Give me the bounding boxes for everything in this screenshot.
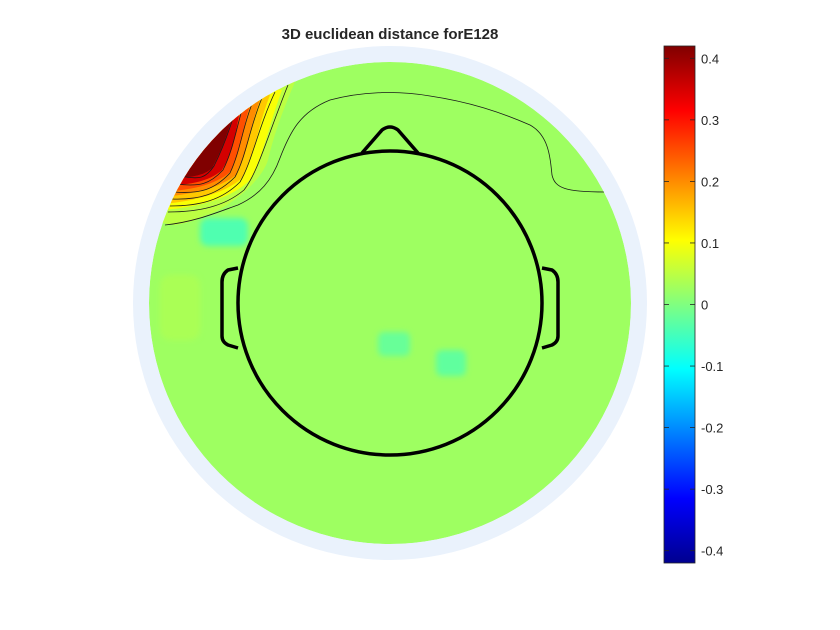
colorbar-tick-label: 0 — [701, 298, 708, 313]
blob-left-frontal — [200, 218, 248, 246]
scalp-background — [149, 62, 631, 544]
contour-lines — [164, 84, 606, 226]
blob-left-temporal — [160, 275, 200, 340]
nose-outline — [360, 125, 420, 155]
colorbar-tick-label: -0.3 — [701, 482, 723, 497]
head-outline — [220, 125, 560, 457]
chart-title: 3D euclidean distance forE128 — [282, 26, 499, 43]
right-ear-outline — [541, 266, 560, 350]
left-ear-outline — [220, 266, 239, 350]
colorbar-gradient — [664, 46, 695, 563]
blob-right-central — [436, 350, 466, 376]
colorbar-tick-label: -0.4 — [701, 544, 723, 559]
contour-line-5 — [175, 109, 243, 186]
scalp-map — [149, 62, 631, 544]
contour-line-1 — [167, 84, 289, 213]
contour-line-4 — [173, 103, 253, 193]
colorbar-tick-label: -0.2 — [701, 421, 723, 436]
colorbar-tick-label: 0.4 — [701, 51, 719, 66]
colorbar-ticks: 0.4 0.3 0.2 0.1 0 -0.1 -0.2 -0.3 -0.4 — [664, 51, 723, 559]
colorbar-tick-label: -0.1 — [701, 359, 723, 374]
contour-line-2 — [169, 91, 276, 207]
contour-line-3 — [171, 97, 263, 200]
colorbar: 0.4 0.3 0.2 0.1 0 -0.1 -0.2 -0.3 -0.4 — [663, 45, 723, 564]
head-circle — [236, 149, 544, 457]
colorbar-tick-label: 0.1 — [701, 236, 719, 251]
activity-blobs — [160, 218, 466, 376]
contour-line-outer — [164, 92, 606, 226]
colorbar-tick-label: 0.2 — [701, 174, 719, 189]
colorbar-tick-label: 0.3 — [701, 113, 719, 128]
contour-line-6 — [179, 117, 234, 179]
blob-central — [378, 332, 410, 356]
